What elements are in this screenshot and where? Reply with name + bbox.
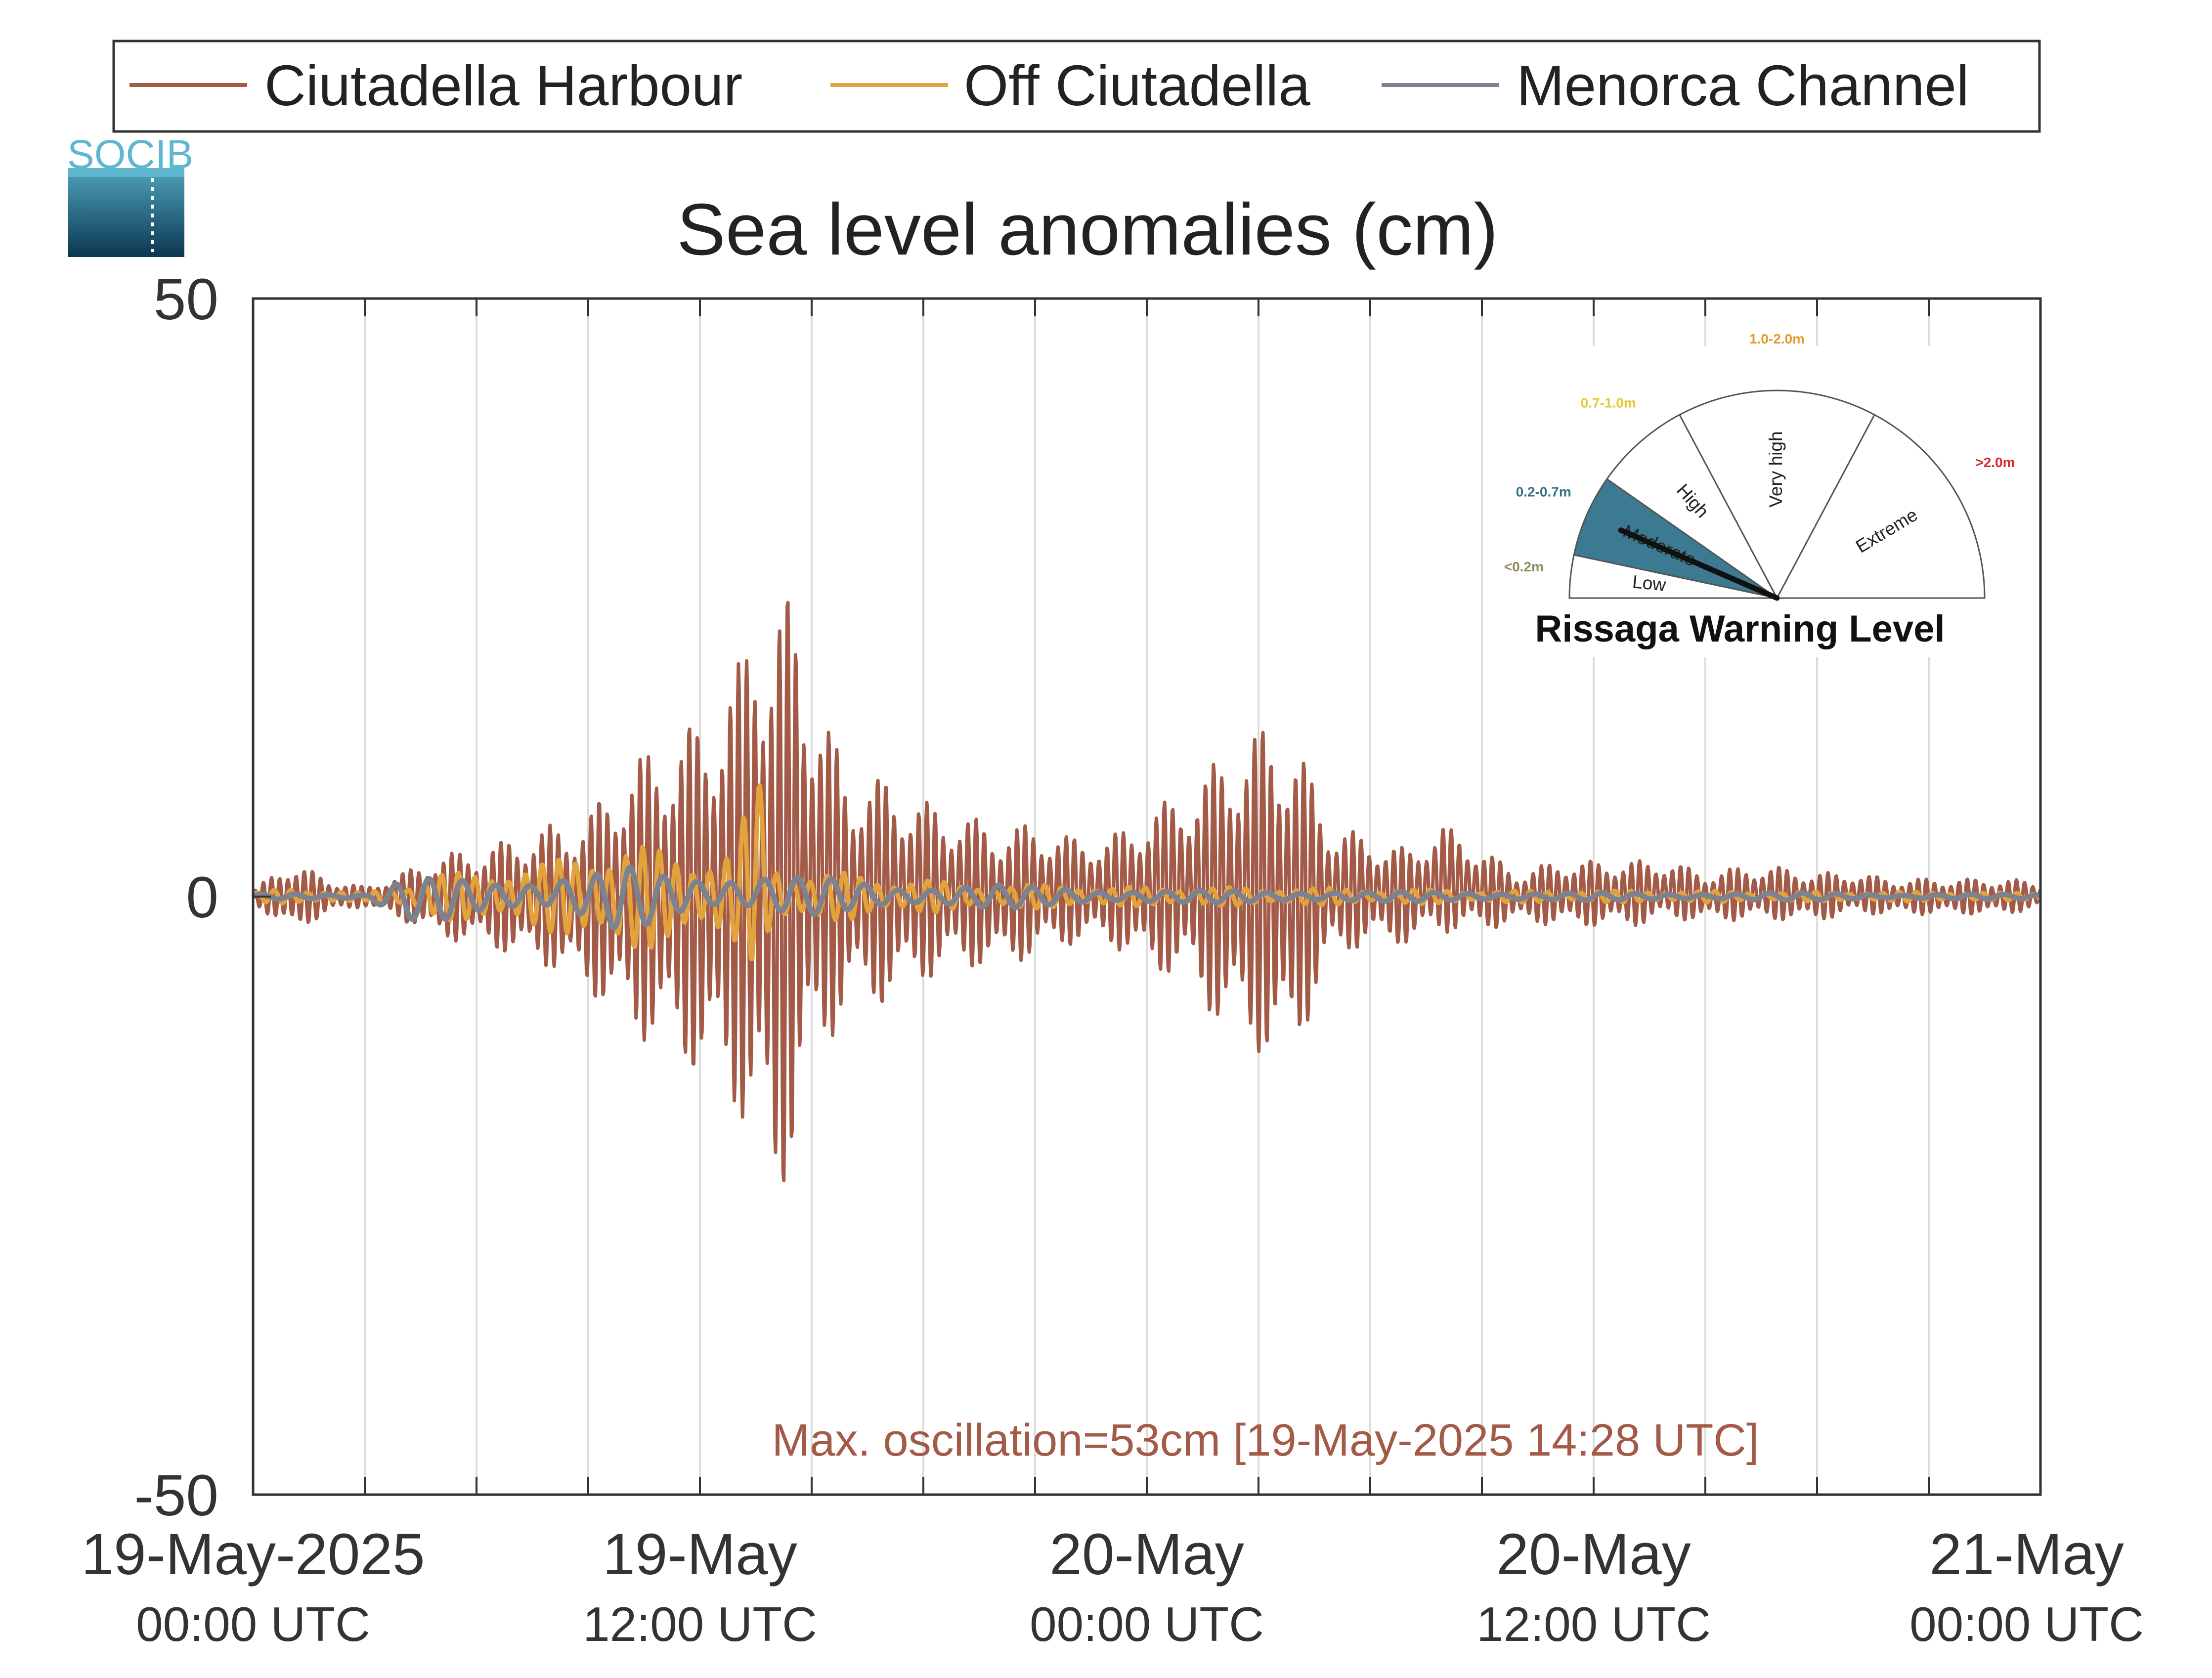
tick-marks [253,298,1930,1496]
legend-label-menorca-channel: Menorca Channel [1517,53,1969,118]
x-tick-label: 20-May [1049,1522,1244,1587]
gauge-range-label: 0.2-0.7m [1516,484,1571,500]
x-tick-label: 19-May-2025 [81,1522,425,1587]
series-line-menorca-channel [252,864,2042,931]
gauge-sector-extreme [1776,414,1986,599]
legend-label-off-ciutadella: Off Ciutadella [964,53,1310,118]
gauge-range-label: 1.0-2.0m [1749,331,1805,346]
socib-logo: SOCIB [67,132,193,257]
y-tick-label: 50 [154,267,218,332]
gauge-sector-high [1605,414,1778,599]
logo-text: SOCIB [67,132,193,177]
logo-wave-block [68,173,184,257]
x-tick-sublabel: 12:00 UTC [1476,1597,1711,1651]
y-tick-label: -50 [134,1463,218,1528]
series-line-ciutadella-harbour [251,601,2042,1182]
gauge-needle [1618,527,1780,601]
series-layer [251,601,2042,1182]
y-tick-labels: -50 0 50 [134,267,218,1528]
gauge-sector-label: Low [1631,571,1667,595]
legend-label-ciutadella-harbour: Ciutadella Harbour [264,53,742,118]
gauge-sectors [1568,389,1986,600]
max-oscillation-annotation: Max. oscillation=53cm [19-May-2025 14:28… [772,1415,1759,1465]
rissaga-gauge: Low<0.2mModerate0.2-0.7mHigh0.7-1.0mVery… [1488,331,2015,657]
x-tick-sublabel: 00:00 UTC [136,1597,370,1651]
x-tick-labels: 19-May-2025 00:00 UTC 19-May 12:00 UTC 20-Ma… [81,1522,2144,1651]
x-tick-sublabel: 12:00 UTC [583,1597,817,1651]
x-tick-sublabel: 00:00 UTC [1030,1597,1264,1651]
logo-top-band [68,168,184,177]
legend: Ciutadella Harbour Off Ciutadella Menorc… [112,40,2041,133]
gauge-sector-label: Very high [1766,431,1786,507]
gauge-sector-very-high [1678,389,1876,600]
x-tick-label: 19-May [603,1522,797,1587]
x-tick-label: 20-May [1496,1522,1691,1587]
y-tick-label: 0 [186,865,218,930]
gauge-range-label: >2.0m [1975,455,2015,470]
gauge-range-label: <0.2m [1504,559,1544,574]
x-tick-label: 21-May [1929,1522,2124,1587]
chart-title: Sea level anomalies (cm) [677,189,1498,270]
gauge-range-label: 0.7-1.0m [1581,395,1636,410]
gauge-sector-moderate [1573,478,1778,599]
x-tick-sublabel: 00:00 UTC [1909,1597,2144,1651]
legend-box [112,40,2041,133]
gauge-title: Rissaga Warning Level [1535,608,1945,650]
